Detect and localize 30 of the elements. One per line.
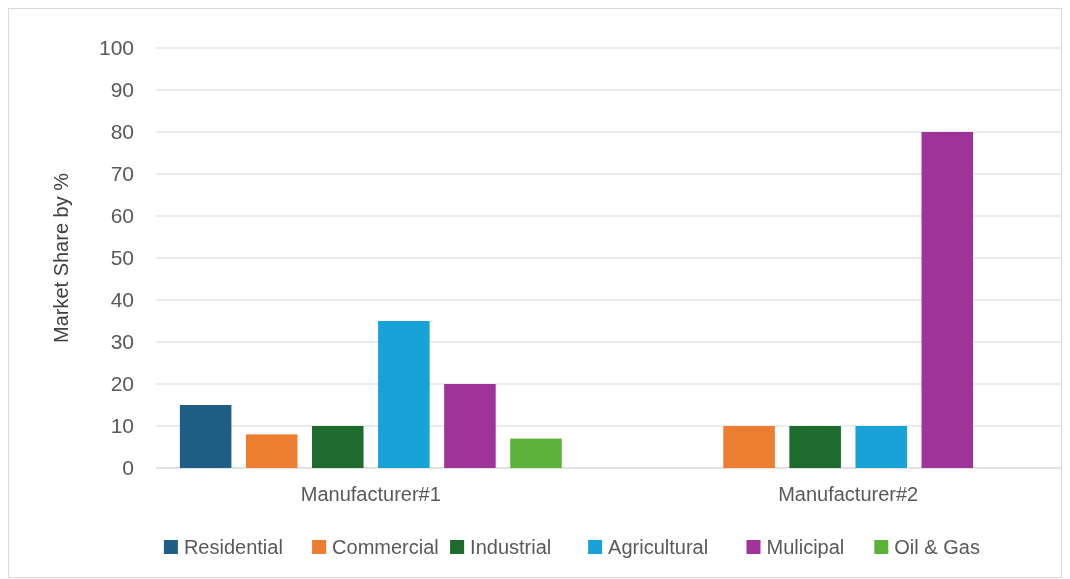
y-tick-label: 100 xyxy=(98,36,134,60)
y-tick-label: 20 xyxy=(110,372,134,396)
legend-label: Industrial xyxy=(470,536,552,558)
bar xyxy=(510,438,562,468)
bar xyxy=(855,426,907,468)
y-tick-label: 80 xyxy=(110,120,134,144)
bar xyxy=(179,405,232,468)
bar xyxy=(921,132,974,468)
bar xyxy=(723,426,775,468)
legend-label: Residential xyxy=(183,536,283,558)
y-tick-label: 10 xyxy=(110,414,134,438)
bar xyxy=(444,384,496,468)
x-tick-label: Manufacturer#2 xyxy=(778,483,919,505)
legend-label: Mulicipal xyxy=(766,536,845,558)
y-tick-label: 70 xyxy=(110,162,134,186)
bar xyxy=(378,321,430,468)
y-axis-title: Market Share by % xyxy=(50,172,72,344)
bar xyxy=(789,426,841,468)
x-tick-label: Manufacturer#1 xyxy=(300,483,441,505)
y-tick-label: 60 xyxy=(110,204,134,228)
y-tick-label: 40 xyxy=(110,288,134,312)
y-tick-label: 50 xyxy=(110,246,134,270)
y-tick-label: 30 xyxy=(110,330,134,354)
y-tick-label: 90 xyxy=(110,78,134,102)
bar xyxy=(312,426,364,468)
y-tick-label: 0 xyxy=(122,456,134,480)
legend-label: Commercial xyxy=(332,536,439,558)
bar xyxy=(245,434,298,468)
legend-label: Agricultural xyxy=(608,536,709,558)
legend-label: Oil & Gas xyxy=(894,536,980,558)
